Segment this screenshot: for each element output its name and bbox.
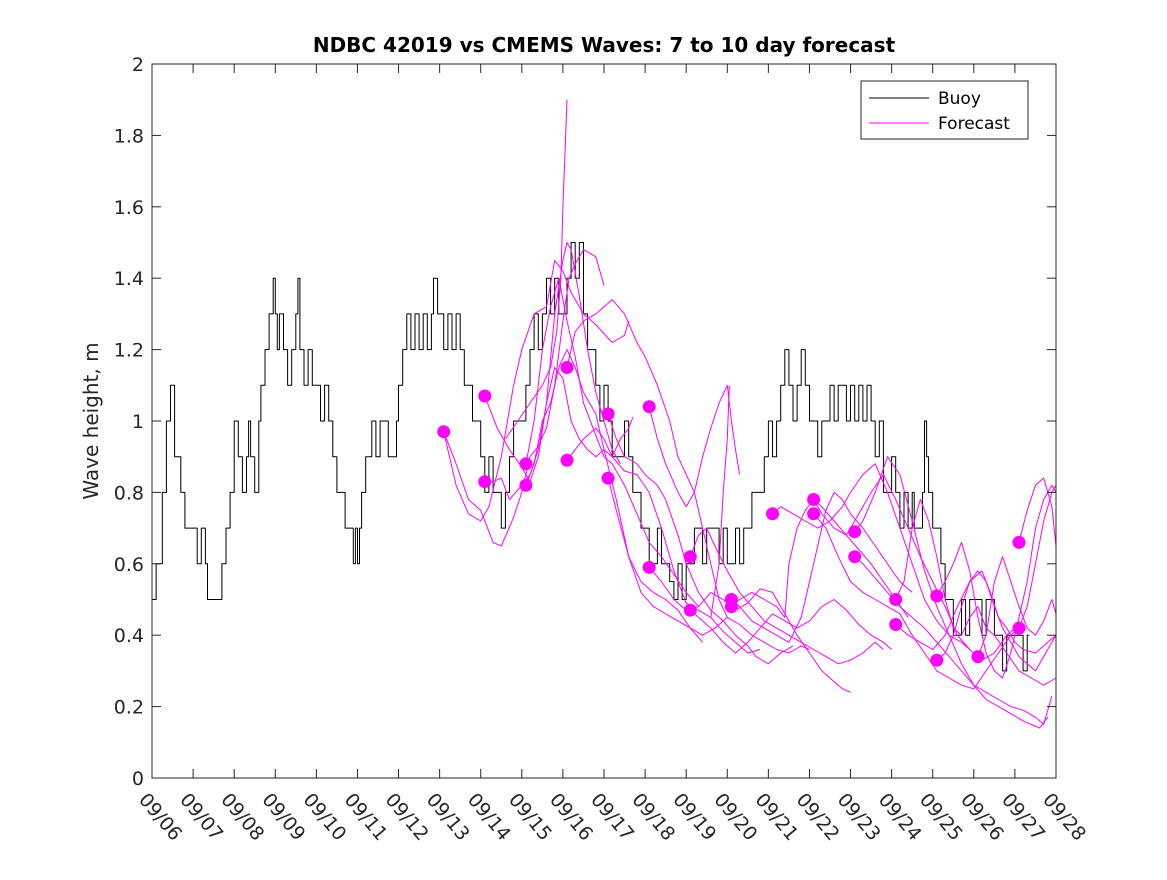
forecast-marker-22 — [930, 589, 944, 603]
forecast-marker-7 — [601, 407, 615, 421]
legend-label-forecast: Forecast — [938, 114, 1010, 134]
forecast-series-line-15 — [689, 599, 892, 654]
forecast-series-line-24 — [895, 499, 1057, 686]
forecast-marker-19 — [848, 550, 862, 564]
forecast-marker-2 — [478, 475, 492, 489]
forecast-series-line-7 — [566, 299, 728, 618]
forecast-marker-21 — [889, 618, 903, 631]
forecast-marker-8 — [601, 471, 615, 485]
y-tick-label: 0 — [132, 768, 144, 790]
legend-label-buoy: Buoy — [938, 89, 981, 109]
y-tick-label: 0.2 — [114, 697, 144, 719]
forecast-marker-20 — [889, 593, 903, 606]
y-tick-label: 1.8 — [114, 125, 144, 147]
y-tick-label: 2 — [132, 54, 144, 76]
y-tick-label: 1.2 — [114, 340, 144, 362]
forecast-marker-6 — [560, 453, 574, 467]
buoy-series-line — [152, 242, 1030, 672]
forecast-marker-1 — [478, 389, 492, 403]
forecast-series-line-11 — [607, 477, 810, 654]
y-tick-label: 1 — [132, 411, 144, 433]
forecast-series-line-20 — [813, 474, 1016, 661]
forecast-series-line-6 — [525, 349, 703, 643]
forecast-series-line-27 — [936, 570, 1057, 672]
forecast-marker-15 — [766, 507, 779, 521]
forecast-series-line-17 — [731, 499, 909, 618]
forecast-marker-26 — [1012, 621, 1026, 635]
y-tick-label: 0.8 — [114, 482, 144, 504]
forecast-marker-17 — [807, 507, 821, 521]
forecast-series-line-4 — [484, 242, 621, 500]
forecast-marker-18 — [848, 525, 862, 539]
forecast-marker-0 — [437, 425, 451, 439]
forecast-series-line-14 — [689, 527, 884, 665]
forecast-series-line-16 — [731, 491, 913, 643]
y-tick-label: 0.6 — [114, 554, 144, 576]
legend: Buoy Forecast — [860, 80, 1029, 140]
forecast-marker-3 — [519, 457, 533, 471]
forecast-series-line-21 — [813, 513, 1020, 690]
forecast-marker-12 — [683, 603, 697, 617]
forecast-marker-10 — [642, 560, 656, 574]
forecast-series-line-5 — [525, 277, 699, 607]
forecast-series-line-30 — [1018, 485, 1057, 629]
forecast-series-line-29 — [1018, 477, 1057, 547]
forecast-marker-23 — [930, 653, 944, 667]
forecast-marker-5 — [560, 361, 574, 374]
forecast-marker-4 — [519, 478, 533, 492]
forecast-series-line-23 — [854, 556, 1053, 725]
forecast-series-line-9 — [566, 427, 761, 654]
forecast-marker-24 — [971, 650, 985, 664]
forecast-series-line-22 — [854, 456, 1049, 729]
forecast-series-line-2 — [443, 259, 630, 522]
forecast-marker-16 — [807, 493, 821, 506]
forecast-series-line-18 — [710, 385, 730, 618]
forecast-series-line-19 — [772, 463, 971, 650]
chart-title: NDBC 42019 vs CMEMS Waves: 7 to 10 day f… — [313, 33, 896, 57]
forecast-series-line-8 — [504, 99, 568, 440]
y-tick-label: 0.4 — [114, 625, 144, 647]
y-tick-label: 1.4 — [114, 268, 144, 290]
y-axis-label: Wave height, m — [79, 342, 103, 499]
forecast-series-line-1 — [443, 249, 605, 547]
forecast-marker-14 — [724, 600, 738, 614]
legend-box — [860, 80, 1029, 140]
forecast-series-line-26 — [936, 484, 1057, 679]
forecast-series-line-10 — [607, 413, 794, 665]
forecast-marker-11 — [683, 550, 697, 564]
forecast-series-line-12 — [648, 384, 741, 508]
forecast-marker-9 — [642, 400, 656, 414]
forecast-marker-25 — [1012, 535, 1026, 549]
forecast-markers — [437, 361, 1026, 667]
forecast-series-line-28 — [977, 556, 1057, 657]
y-tick-label: 1.6 — [114, 197, 144, 219]
series-layer — [152, 99, 1057, 729]
